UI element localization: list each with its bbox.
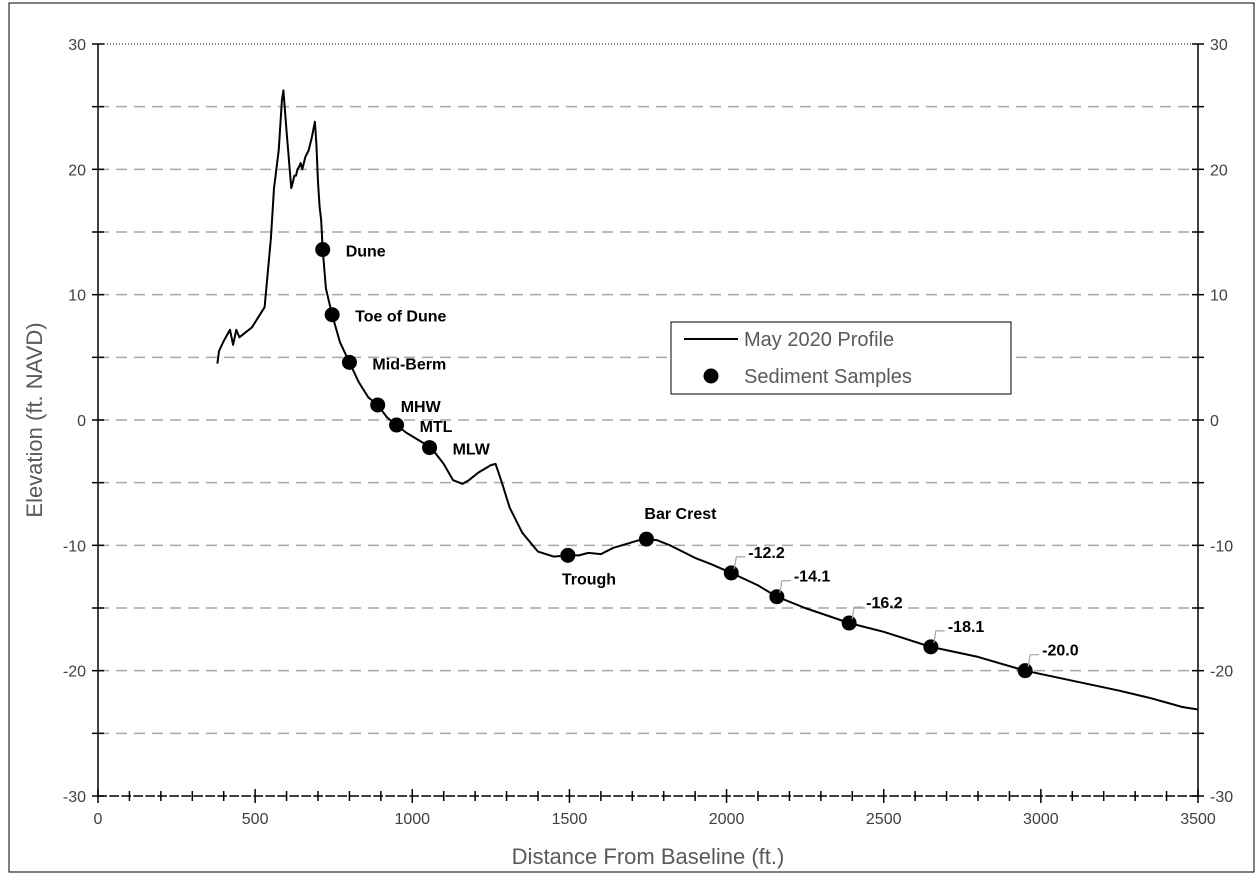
legend-marker-swatch bbox=[703, 368, 719, 384]
label-leader-line bbox=[933, 630, 945, 643]
sample-label: -18.1 bbox=[948, 619, 985, 636]
axes: -30 -30 -20 -20 -10 -10 0 0 10 10 20 20 30 30 0 500 1000… bbox=[63, 37, 1233, 828]
y-tick-label-right: 20 bbox=[1210, 162, 1228, 179]
sample-point bbox=[723, 565, 739, 581]
sample-label: -16.2 bbox=[866, 595, 903, 612]
legend-label: May 2020 Profile bbox=[744, 329, 894, 351]
sample-point bbox=[315, 242, 331, 258]
sample-point bbox=[389, 417, 405, 433]
sample-point bbox=[370, 397, 386, 413]
sample-point bbox=[341, 354, 357, 370]
y-tick-label-left: -20 bbox=[63, 664, 86, 681]
sample-label: Trough bbox=[562, 571, 616, 588]
y-tick-label-right: -30 bbox=[1210, 789, 1233, 806]
sample-point bbox=[1017, 663, 1033, 679]
y-tick-label-left: 10 bbox=[68, 288, 86, 305]
gridlines bbox=[98, 105, 1198, 735]
legend-label: Sediment Samples bbox=[744, 366, 912, 388]
x-tick-label: 2500 bbox=[866, 811, 902, 828]
y-tick-label-left: 20 bbox=[68, 162, 86, 179]
sample-point bbox=[324, 307, 340, 323]
x-axis-title: Distance From Baseline (ft.) bbox=[512, 844, 785, 869]
x-tick-label: 3000 bbox=[1023, 811, 1059, 828]
sample-point bbox=[769, 589, 785, 605]
x-tick-label: 1000 bbox=[394, 811, 430, 828]
sample-point bbox=[923, 639, 939, 655]
x-tick-label: 3500 bbox=[1180, 811, 1216, 828]
y-axis-title: Elevation (ft. NAVD) bbox=[22, 322, 47, 517]
y-tick-label-right: 30 bbox=[1210, 37, 1228, 54]
chart-area-border bbox=[8, 2, 1255, 873]
sample-label: Bar Crest bbox=[644, 506, 717, 523]
y-tick-label-right: 10 bbox=[1210, 288, 1228, 305]
sample-label: MLW bbox=[453, 442, 491, 459]
sample-label: MTL bbox=[420, 419, 453, 436]
sample-label: -12.2 bbox=[748, 545, 785, 562]
x-tick-label: 1500 bbox=[552, 811, 588, 828]
y-tick-label-right: 0 bbox=[1210, 413, 1219, 430]
sample-label: Toe of Dune bbox=[355, 309, 446, 326]
y-tick-label-right: -10 bbox=[1210, 538, 1233, 555]
sample-label: MHW bbox=[401, 399, 442, 416]
x-tick-label: 2000 bbox=[709, 811, 745, 828]
sample-label: Mid-Berm bbox=[372, 356, 446, 373]
y-tick-label-left: 0 bbox=[77, 413, 86, 430]
legend: May 2020 Profile Sediment Samples bbox=[670, 321, 1012, 395]
y-tick-label-left: -30 bbox=[63, 789, 86, 806]
sample-point bbox=[560, 547, 576, 563]
x-tick-label: 500 bbox=[242, 811, 269, 828]
sample-label: Dune bbox=[346, 244, 386, 261]
sample-label: -20.0 bbox=[1042, 643, 1079, 660]
label-leader-line bbox=[779, 580, 791, 593]
x-tick-label: 0 bbox=[94, 811, 103, 828]
label-leader-line bbox=[733, 556, 746, 570]
sample-point bbox=[422, 440, 438, 456]
y-tick-label-left: -10 bbox=[63, 538, 86, 555]
label-leader-line bbox=[1027, 654, 1040, 667]
sample-point bbox=[638, 531, 654, 547]
legend-box bbox=[670, 321, 1012, 395]
sample-label: -14.1 bbox=[794, 569, 831, 586]
y-tick-label-left: 30 bbox=[68, 37, 86, 54]
label-leader-line bbox=[851, 606, 864, 620]
y-tick-label-right: -20 bbox=[1210, 664, 1233, 681]
sample-point bbox=[841, 615, 857, 631]
